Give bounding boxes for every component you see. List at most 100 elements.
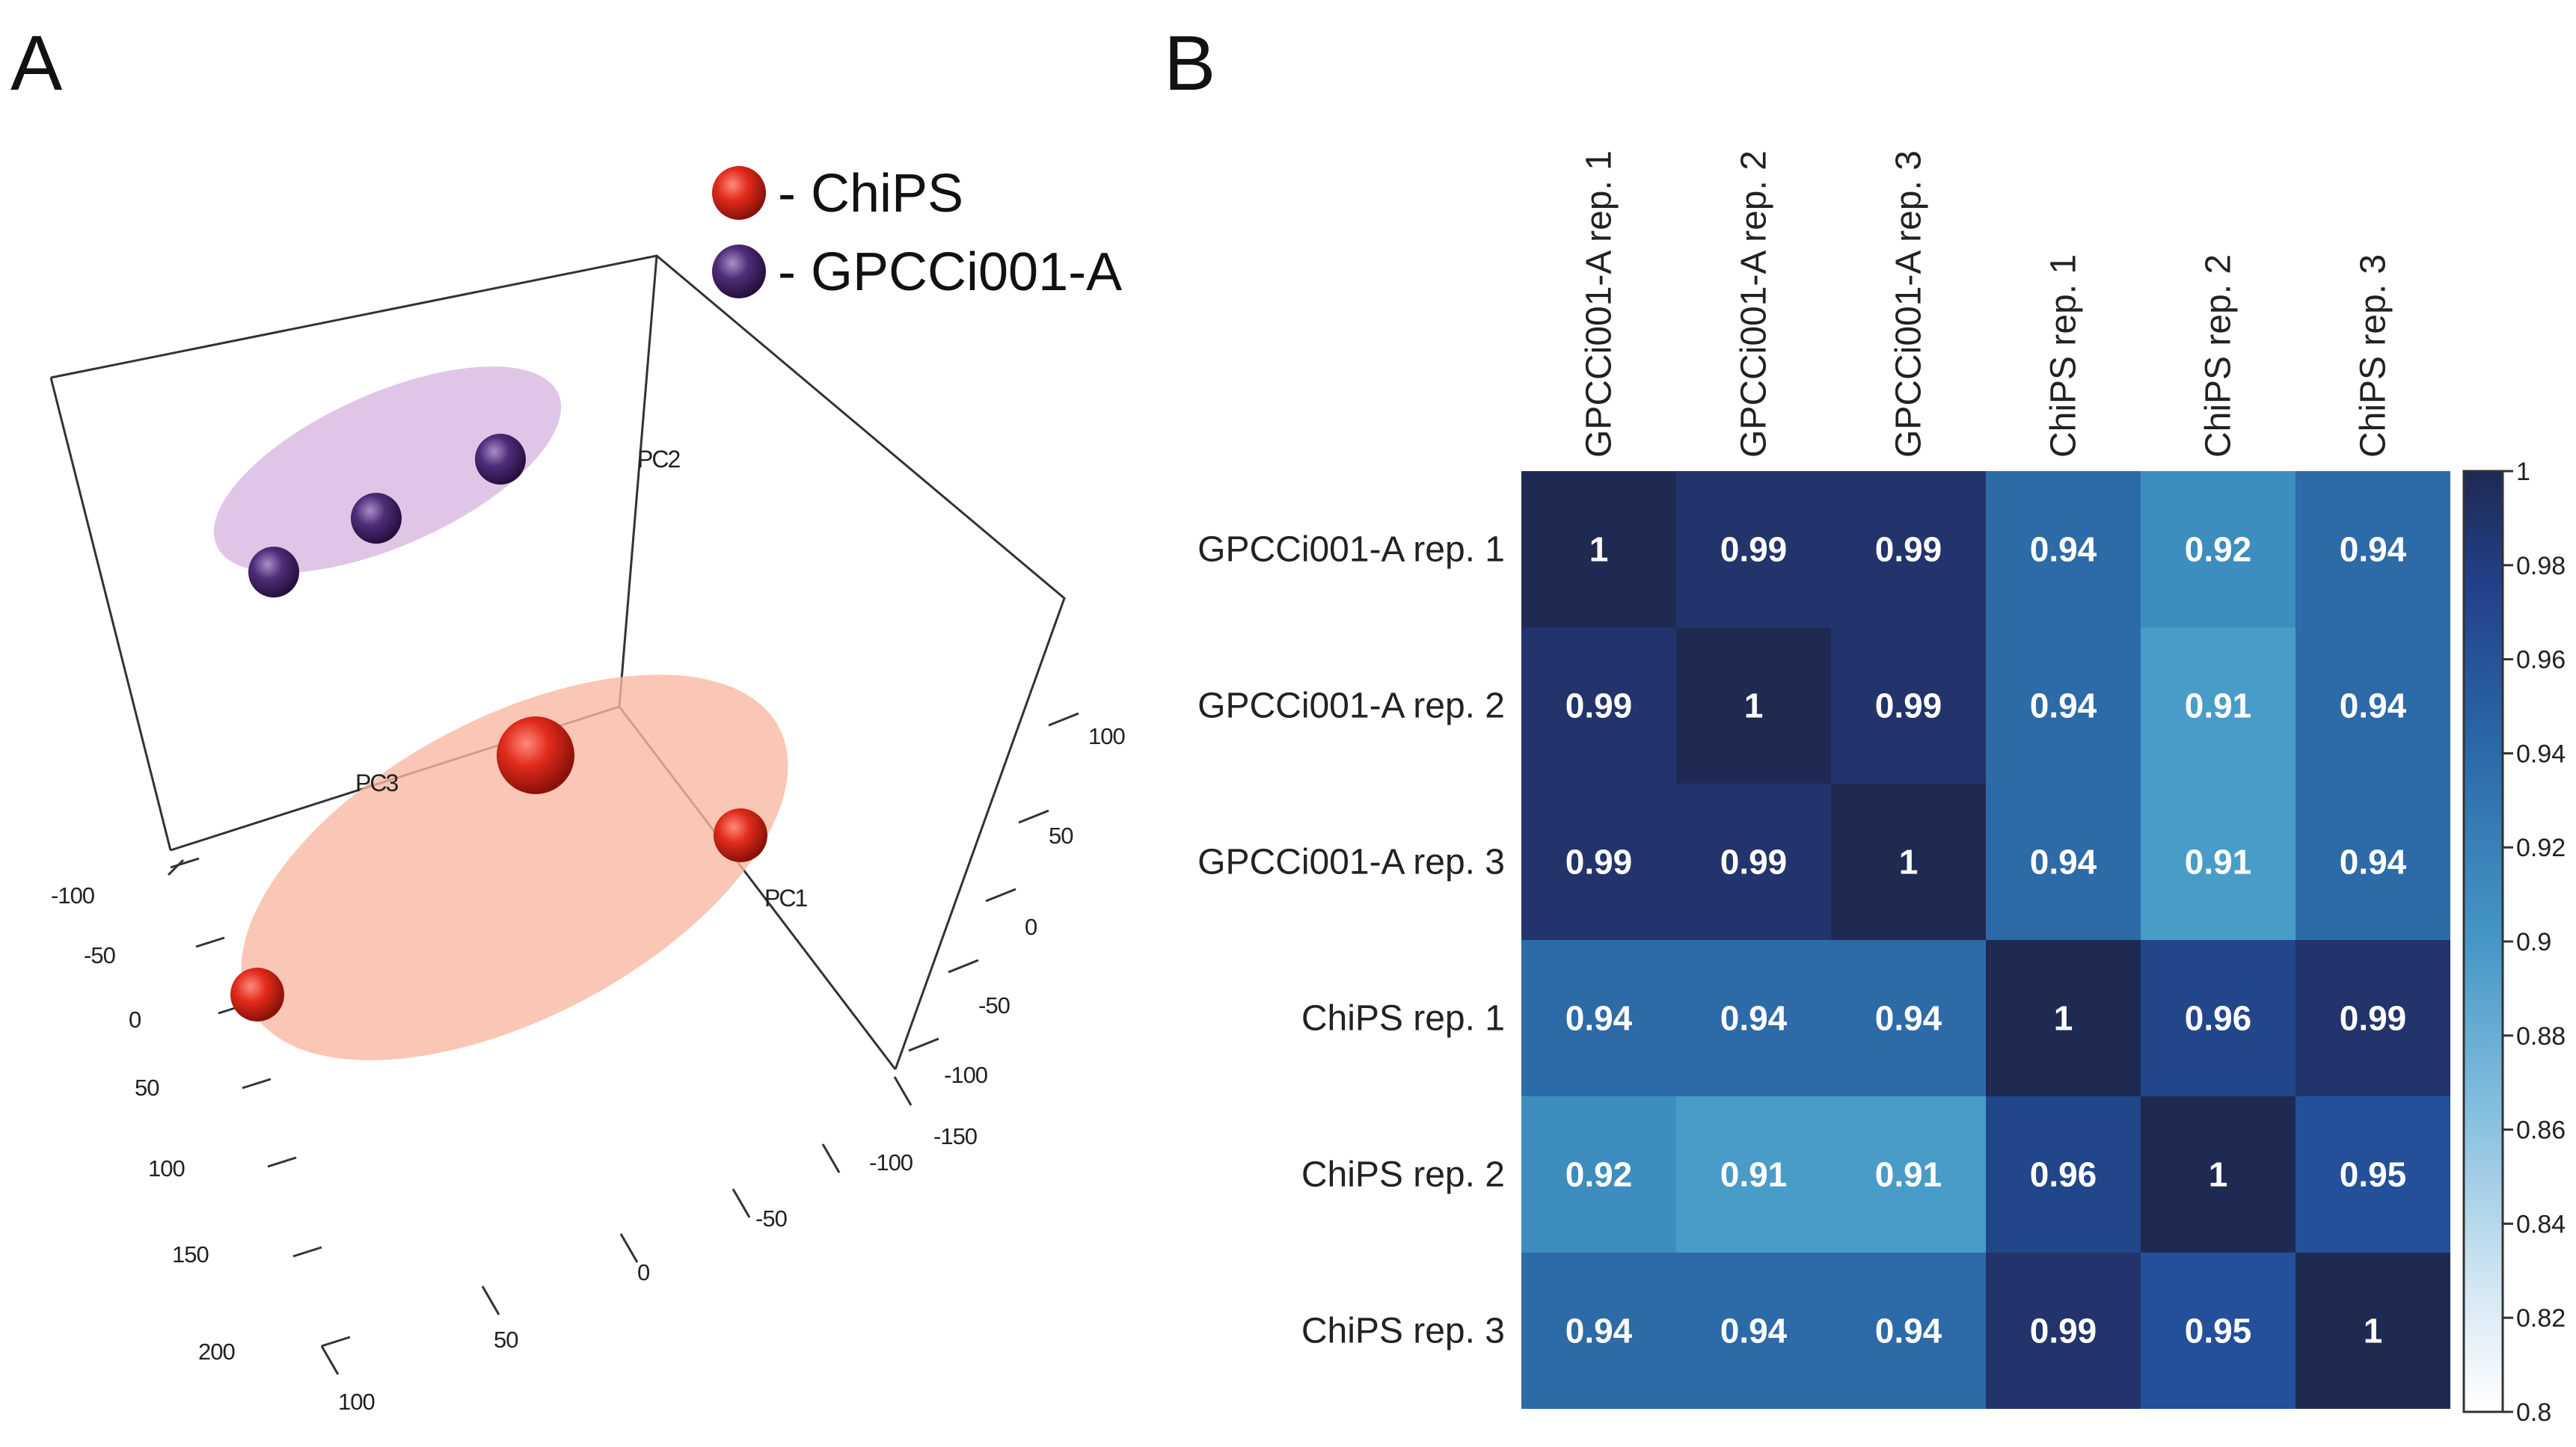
heatmap-cell [1676, 940, 1831, 1096]
heatmap-cell-label: 0.94 [1875, 1312, 1942, 1351]
heatmap-row-label: ChiPS rep. 2 [1301, 1155, 1505, 1195]
heatmap-cell-label: 0.95 [2185, 1312, 2252, 1351]
heatmap-cell [1521, 940, 1676, 1096]
heatmap-row-label: GPCCi001-A rep. 1 [1197, 530, 1505, 570]
colorbar-tick-label: 0.92 [2516, 834, 2566, 862]
colorbar-tick-label: 0.98 [2516, 552, 2566, 580]
heatmap-cell [1986, 471, 2141, 627]
heatmap-cell-label: 0.92 [2185, 530, 2252, 569]
pc2-tick: 50 [1049, 823, 1073, 849]
colorbar-tick-label: 0.96 [2516, 646, 2566, 675]
heatmap-cell [1676, 627, 1831, 784]
heatmap-cell [2141, 1096, 2296, 1253]
heatmap-cell-label: 0.99 [1720, 530, 1788, 569]
pc1-tick-mark [732, 1188, 751, 1218]
legend-gpcc-label: - GPCCi001-A [778, 242, 1122, 302]
heatmap-cell [1831, 784, 1986, 940]
heatmap-cell [1521, 1253, 1676, 1409]
heatmap-cell [1676, 471, 1831, 627]
heatmap-cell-label: 0.99 [1875, 530, 1942, 569]
colorbar: 1 0.98 0.96 0.94 0.92 0.9 0.88 0.86 0.84 0.82 0.8 [2462, 458, 2566, 1427]
heatmap-cell [2141, 627, 2296, 784]
heatmap-cell-label: 0.99 [1875, 686, 1942, 725]
heatmap-cell-label: 0.92 [1565, 1155, 1633, 1194]
pc2-axis-label: PC2 [637, 446, 680, 473]
panel-b: B 1 0.99 0.99 0.94 0.92 0.940.99 1 0.99 0.94 0.91… [1164, 20, 2566, 1427]
heatmap-cell-label: 1 [1899, 843, 1919, 882]
heatmap-cell-label: 0.94 [2340, 686, 2407, 725]
box-outline [50, 254, 1066, 1070]
heatmap-cell [2296, 940, 2450, 1096]
pc2-tick: 100 [1088, 723, 1125, 749]
heatmap-row-label: GPCCi001-A rep. 3 [1197, 843, 1505, 882]
heatmap-cell-label: 0.94 [2340, 530, 2407, 569]
legend-chips-marker [712, 166, 766, 220]
heatmap-row-label: GPCCi001-A rep. 2 [1197, 686, 1505, 726]
heatmap-cell-label: 0.99 [1565, 686, 1633, 725]
chips-points [230, 716, 767, 1021]
heatmap-cell-label: 0.99 [2030, 1312, 2097, 1351]
heatmap-cell [1831, 940, 1986, 1096]
heatmap-cell [2141, 784, 2296, 940]
heatmap-cell [2296, 1253, 2450, 1409]
pc1-tick: -150 [933, 1123, 978, 1149]
heatmap-cell [2141, 940, 2296, 1096]
heatmap-row-label: ChiPS rep. 1 [1301, 999, 1505, 1039]
heatmap-cell-label: 0.91 [2185, 843, 2252, 882]
chips-point [497, 716, 574, 794]
heatmap-cell-label: 0.94 [1565, 1312, 1633, 1351]
tick-marks [170, 712, 1079, 1375]
legend-gpcc-marker [712, 245, 766, 298]
heatmap-cell-label: 0.99 [1565, 843, 1633, 882]
heatmap-cell-label: 0.99 [2340, 999, 2407, 1038]
panel-b-letter: B [1164, 20, 1215, 107]
chips-point [714, 808, 767, 862]
pc3-ticks: -100 -50 0 50 100 150 200 [51, 858, 236, 1365]
colorbar-tick-label: 0.8 [2516, 1398, 2551, 1427]
box-edge-back [618, 255, 658, 707]
gpcc-points [248, 434, 526, 597]
heatmap-cell [1986, 784, 2141, 940]
heatmap-cell [1521, 1096, 1676, 1253]
heatmap-cell-label: 1 [2054, 999, 2073, 1038]
heatmap-cell [1831, 1096, 1986, 1253]
heatmap-cell-label: 0.94 [1720, 1312, 1788, 1351]
pc1-tick: 50 [494, 1327, 518, 1353]
pc3-tick-mark [195, 936, 225, 948]
pc3-tick-mark [321, 1336, 351, 1348]
heatmap-cell [1521, 784, 1676, 940]
heatmap-cell [1831, 471, 1986, 627]
heatmap-col-labels: GPCCi001-A rep. 1 GPCCi001-A rep. 2 GPCCi0… [1580, 150, 2393, 458]
pc2-tick-mark [1048, 712, 1079, 727]
heatmap-cell-label: 0.96 [2185, 999, 2252, 1038]
pc2-tick-mark [1018, 809, 1049, 824]
heatmap-cell [1986, 627, 2141, 784]
heatmap-cell-label: 1 [1744, 686, 1764, 725]
heatmap-cell-label: 1 [2364, 1312, 2383, 1351]
pc3-tick: 150 [172, 1241, 209, 1268]
heatmap-cell-label: 0.95 [2340, 1155, 2407, 1194]
gpcc-point [475, 434, 526, 485]
pc3-tick-mark [242, 1078, 272, 1090]
heatmap-cell-label: 0.91 [2185, 686, 2252, 725]
colorbar-tick-label: 0.84 [2516, 1210, 2566, 1238]
chips-point [230, 968, 284, 1021]
heatmap-cell-label: 0.94 [1565, 999, 1633, 1038]
pc1-tick: -50 [755, 1205, 788, 1232]
pc2-ticks: -100 -50 0 50 100 [944, 723, 1126, 1088]
pc1-tick: -100 [869, 1149, 913, 1176]
pc3-axis-label: PC3 [355, 769, 398, 796]
heatmap-cell-label: 0.94 [1720, 999, 1788, 1038]
pc3-tick: 100 [148, 1155, 185, 1182]
pc3-tick: 50 [135, 1075, 159, 1101]
heatmap-cell-label: 0.94 [1875, 999, 1942, 1038]
heatmap-cell-label: 0.94 [2340, 843, 2407, 882]
pc3-tick: 200 [198, 1339, 235, 1365]
heatmap-cell [1986, 1096, 2141, 1253]
heatmap-cell [1831, 1253, 1986, 1409]
heatmap-cells: 1 0.99 0.99 0.94 0.92 0.94 0.99 1 0.99 0.94 0.91 0.… [1521, 471, 2450, 1409]
colorbar-tick-label: 0.9 [2516, 928, 2551, 956]
pc1-tick-mark [821, 1143, 841, 1173]
heatmap-cell-label: 1 [1589, 530, 1609, 569]
